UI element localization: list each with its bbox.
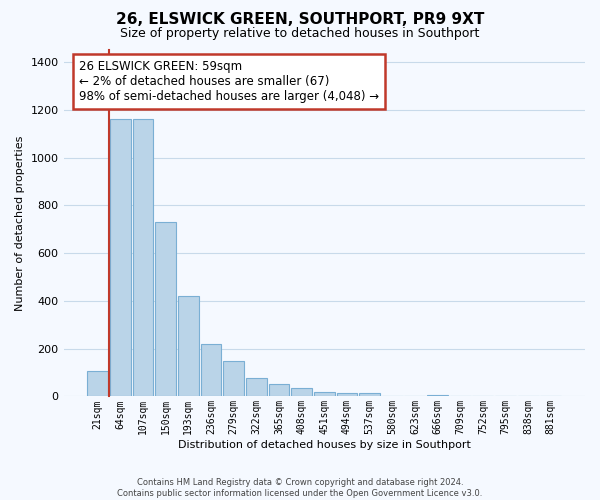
Y-axis label: Number of detached properties: Number of detached properties [15,136,25,311]
Text: Size of property relative to detached houses in Southport: Size of property relative to detached ho… [121,28,479,40]
Bar [246,378,267,396]
Bar [359,393,380,396]
X-axis label: Distribution of detached houses by size in Southport: Distribution of detached houses by size … [178,440,471,450]
Bar [178,296,199,396]
Bar [427,395,448,396]
Bar [223,360,244,396]
Text: 26 ELSWICK GREEN: 59sqm
← 2% of detached houses are smaller (67)
98% of semi-det: 26 ELSWICK GREEN: 59sqm ← 2% of detached… [79,60,379,104]
Bar [291,388,312,396]
Text: 26, ELSWICK GREEN, SOUTHPORT, PR9 9XT: 26, ELSWICK GREEN, SOUTHPORT, PR9 9XT [116,12,484,28]
Bar [337,393,358,396]
Bar [200,344,221,397]
Bar [269,384,289,396]
Bar [314,392,335,396]
Bar [155,222,176,396]
Bar [133,120,154,396]
Bar [87,370,108,396]
Bar [110,120,131,396]
Text: Contains HM Land Registry data © Crown copyright and database right 2024.
Contai: Contains HM Land Registry data © Crown c… [118,478,482,498]
